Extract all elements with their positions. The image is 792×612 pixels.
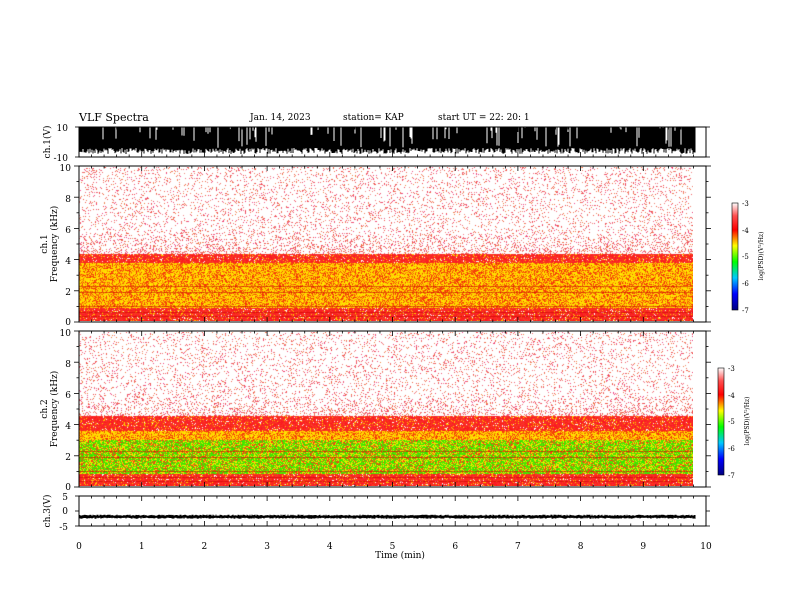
x-tick-label: 5 <box>390 542 396 552</box>
x-tick-label: 8 <box>578 542 584 552</box>
x-tick-label: 2 <box>202 542 208 552</box>
ch1-colorbar-tick: -5 <box>742 253 749 261</box>
x-tick-labels: 0 1 2 3 4 5 6 7 8 9 10 <box>76 542 712 552</box>
spec2-ylabel-channel: ch.2 <box>40 399 50 418</box>
ch1-ytick-top: 10 <box>57 124 69 134</box>
spec1-ylabel-channel: ch.1 <box>40 234 50 253</box>
x-tick-label: 3 <box>264 542 270 552</box>
ch2-colorbar-tick: -7 <box>728 472 735 480</box>
ch2-colorbar-gradient <box>717 367 725 476</box>
ch2-colorbar-label: log(PSD)(V²/Hz) <box>744 397 751 446</box>
chart-title: VLF Spectra <box>79 111 149 124</box>
ch1-colorbar: -3 -4 -5 -6 -7 log(PSD)(V²/Hz) <box>731 200 765 315</box>
spec1-ytick: 10 <box>60 164 72 174</box>
spec1-ytick: 0 <box>65 318 71 328</box>
ch1-colorbar-gradient <box>731 202 739 311</box>
ch1-waveform-trace <box>79 127 696 154</box>
spec2-ytick: 2 <box>65 453 71 463</box>
ch1-colorbar-tick: -4 <box>742 227 749 235</box>
ch1-colorbar-tick: -7 <box>742 307 749 315</box>
ch3-waveform-trace <box>79 514 696 519</box>
spec2-ytick: 0 <box>65 483 71 493</box>
spec1-ytick: 8 <box>65 195 71 205</box>
x-tick-label: 1 <box>139 542 145 552</box>
x-tick-label: 7 <box>515 542 521 552</box>
date-label: Jan. 14, 2023 <box>250 113 311 123</box>
start-time-label: start UT = 22: 20: 1 <box>438 113 530 123</box>
ch2-colorbar-tick: -3 <box>728 365 735 373</box>
x-axis-label: Time (min) <box>375 550 425 561</box>
ch1-waveform <box>79 127 696 154</box>
ch2-colorbar-tick: -5 <box>728 418 735 426</box>
ch1-spectrogram-image <box>79 167 693 321</box>
ch1-colorbar-label: log(PSD)(V²/Hz) <box>758 232 765 281</box>
ch1-ylabel: ch.1(V) <box>42 126 53 159</box>
station-label: station= KAP <box>343 113 404 123</box>
ch3-ytick: -5 <box>59 523 68 533</box>
axis-ticks <box>74 126 711 527</box>
ch1-spectrogram-frame <box>78 165 707 323</box>
ch1-colorbar-tick: -3 <box>742 200 749 208</box>
spec2-ylabel-frequency: Frequency (kHz) <box>49 371 60 448</box>
ch3-ytick: 0 <box>62 507 68 517</box>
x-tick-label: 6 <box>452 542 458 552</box>
spec1-ytick: 2 <box>65 288 71 298</box>
spec1-ylabel-frequency: Frequency (kHz) <box>49 206 60 283</box>
spec2-ytick: 10 <box>60 329 72 339</box>
spec2-ytick: 4 <box>65 422 71 432</box>
ch3-ylabel: ch.3(V) <box>42 495 53 528</box>
x-tick-label: 9 <box>640 542 646 552</box>
ch2-spectrogram-image <box>79 332 693 486</box>
x-tick-label: 4 <box>327 542 333 552</box>
ch3-ytick: 5 <box>62 493 68 503</box>
ch2-spectrogram-frame <box>78 330 707 488</box>
spec2-ytick: 6 <box>65 391 71 401</box>
ch1-colorbar-tick: -6 <box>742 280 749 288</box>
spec1-ytick: 6 <box>65 226 71 236</box>
x-tick-label: 0 <box>76 542 82 552</box>
ch3-waveform <box>79 514 696 519</box>
ch2-colorbar-tick: -6 <box>728 445 735 453</box>
ch2-colorbar-tick: -4 <box>728 392 735 400</box>
ch1-ytick-bottom: -10 <box>54 154 69 164</box>
spec1-ytick: 4 <box>65 257 71 267</box>
ch2-colorbar: -3 -4 -5 -6 -7 log(PSD)(V²/Hz) <box>717 365 751 480</box>
spec2-ytick: 8 <box>65 360 71 370</box>
x-tick-label: 10 <box>700 542 712 552</box>
